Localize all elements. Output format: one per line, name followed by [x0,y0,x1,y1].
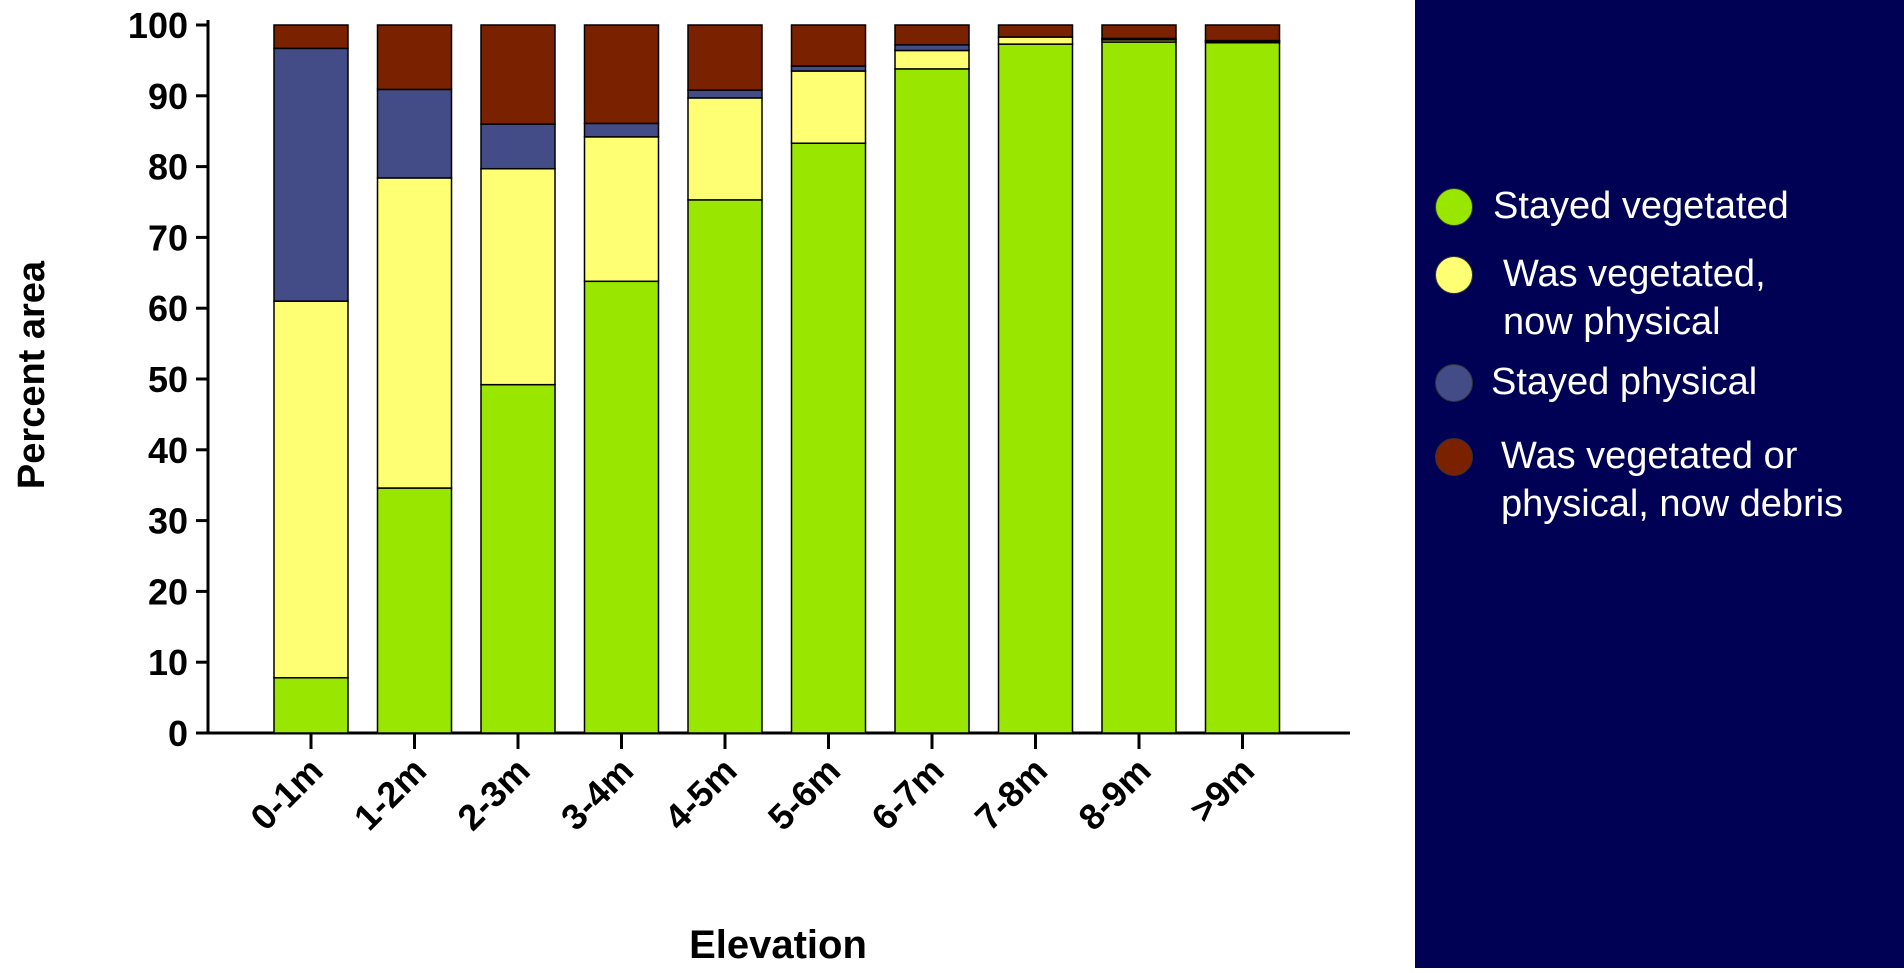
bar-segment [687,199,763,734]
legend-label: Was vegetated or physical, now debris [1501,435,1844,525]
legend-swatch [1435,364,1473,402]
x-tick-label: >9m [1182,750,1263,831]
y-tick-label: 30 [148,501,188,542]
bar-segment [790,70,867,144]
y-tick-label: 0 [168,713,188,754]
bar-segment [480,24,556,125]
y-tick-label: 40 [148,430,188,471]
legend: Stayed vegetated Was vegetated, now physi… [1415,0,1904,968]
y-axis-label: Percent area [11,260,53,489]
y-tick-label: 90 [148,76,188,117]
y-tick-label: 80 [148,147,188,188]
legend-label: Stayed physical [1491,361,1758,403]
y-tick-label: 20 [148,571,188,612]
chart-area: 0 10 20 30 40 50 60 70 80 90 100 0-1m 1-2m 2-3m 3-4m 4… [11,5,1350,967]
x-tick-label: 0-1m [242,750,330,838]
bar-segment [790,142,867,734]
bar-segment [1101,24,1177,40]
legend-label: Was vegetated, now physical [1503,253,1766,343]
bar-segment [894,68,970,734]
bar-segment [894,49,970,70]
bar-segment [273,24,349,50]
bar-segment [894,44,970,52]
bar-segment [687,97,763,201]
bar-segment [480,123,556,170]
legend-swatch [1435,438,1473,476]
bar-segment [376,487,453,734]
bar-segment [376,24,453,91]
bar-segment [376,88,453,179]
bar-segment [583,122,660,138]
y-tick-label: 10 [148,642,188,683]
bar-segment [894,24,970,46]
y-tick-label: 60 [148,288,188,329]
x-tick-labels: 0-1m 1-2m 2-3m 3-4m 4-5m 5-6m 6-7m 7-8m 8-9m >9m [242,750,1262,838]
y-tick-label: 100 [128,5,188,46]
y-tick-labels: 0 10 20 30 40 50 60 70 80 90 100 [128,5,188,754]
bars [273,24,1281,734]
y-tick-label: 70 [148,217,188,258]
bar-segment [1101,41,1177,734]
bar-segment [480,167,556,386]
bar-segment [790,24,867,67]
bar-segment [583,280,660,734]
bar-segment [376,177,453,489]
bar-segment [273,47,349,302]
x-tick-label: 2-3m [449,750,537,838]
y-tick-label: 50 [148,359,188,400]
bar-segment [1204,24,1281,42]
bar-segment [273,300,349,679]
bar-segment [997,24,1074,38]
x-tick-label: 8-9m [1070,750,1158,838]
x-tick-label: 3-4m [553,750,641,838]
bar-segment [480,383,556,734]
x-tick-label: 1-2m [346,750,434,838]
bar-segment [997,43,1074,734]
x-tick-label: 4-5m [656,750,744,838]
x-axis-label: Elevation [689,923,867,967]
x-tick-label: 5-6m [760,750,848,838]
bar-segment [687,24,763,91]
bar-segment [687,89,763,99]
bar-segment [1204,41,1281,734]
bar-segment [583,24,660,125]
x-tick-label: 6-7m [863,750,951,838]
bar-segment [997,36,1074,45]
bar-segment [273,677,349,734]
legend-label: Stayed vegetated [1493,185,1789,227]
x-tick-label: 7-8m [967,750,1055,838]
stacked-bar-chart: 0 10 20 30 40 50 60 70 80 90 100 0-1m 1-2m 2-3m 3-4m 4… [11,5,1350,967]
legend-swatch [1435,256,1473,294]
bar-segment [583,136,660,283]
legend-swatch [1435,188,1473,226]
axes [196,20,1350,749]
